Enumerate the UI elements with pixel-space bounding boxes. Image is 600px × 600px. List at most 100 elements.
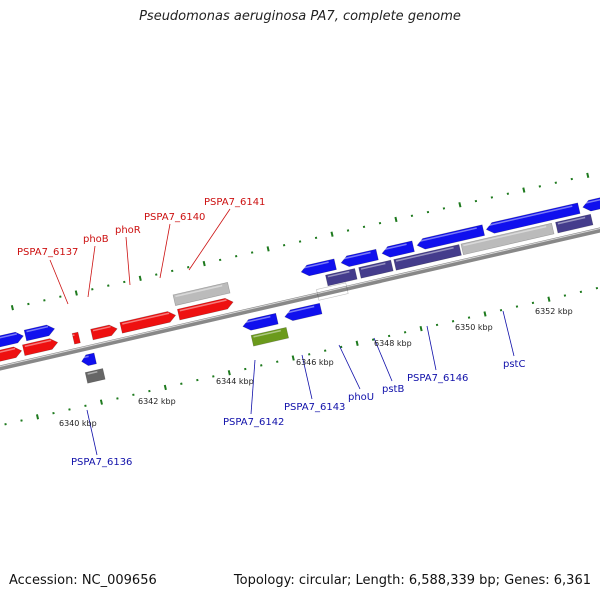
upper-tick [458, 202, 462, 208]
gene-purple-right-shine [557, 216, 586, 225]
gene-blue-pstB [381, 240, 415, 258]
lower-tick [547, 296, 551, 302]
scale-label: 6350 kbp [455, 323, 493, 332]
leader-line [373, 337, 393, 382]
upper-tick [10, 305, 14, 311]
leader-line [338, 344, 361, 390]
gene-label: pstB [382, 384, 404, 395]
leader-line [188, 208, 231, 271]
gene-label: PSPA7_6146 [407, 373, 468, 384]
gene-blue-left-b [23, 324, 56, 342]
gene-darkgray-6136-shine [87, 371, 98, 375]
gene-blue-phoU-shine [342, 251, 371, 260]
gene-label: PSPA7_6136 [71, 457, 132, 468]
gene-blue-right [582, 197, 600, 212]
lower-tick [355, 340, 359, 346]
gene-red-6140-shine [179, 299, 227, 312]
gene-blue-phoU [340, 248, 379, 267]
spacer-shine [318, 285, 341, 292]
leader-line [86, 409, 98, 456]
upper-tick [330, 231, 334, 237]
leader-line [250, 359, 256, 415]
gene-red-small [71, 331, 81, 345]
gene-label: PSPA7_6142 [223, 417, 284, 428]
leader-line [502, 310, 515, 357]
gene-red-phoR-shine [122, 312, 170, 325]
gene-blue-6146-shine [418, 227, 477, 243]
gene-red-a-shine [0, 347, 16, 353]
lower-tick [419, 325, 423, 332]
gene-purple-pstB-shine [360, 262, 386, 270]
backbone-line [0, 227, 600, 371]
lower-tick [227, 370, 231, 376]
gene-label: pstC [503, 359, 525, 370]
upper-tick [394, 216, 398, 223]
gene-label: phoR [115, 225, 141, 236]
leader-line [426, 325, 437, 371]
gene-blue-pstC-shine [487, 205, 573, 227]
gene-blue-left-a-shine [0, 333, 17, 339]
gene-blue-6143b [284, 302, 323, 321]
gene-blue-pstC [485, 202, 581, 234]
gene-purple-phoU [325, 268, 358, 287]
upper-tick [522, 187, 526, 193]
gene-purple-pstB [358, 259, 394, 279]
gene-gray-6141-shine [175, 284, 223, 298]
leader-line [87, 245, 96, 298]
backbone [0, 227, 600, 371]
leader-line [301, 354, 313, 400]
gene-label: PSPA7_6137 [17, 247, 78, 258]
scale-label: 6352 kbp [535, 307, 573, 316]
lower-tick [163, 384, 167, 391]
gene-blue-pstB-shine [383, 243, 407, 251]
gene-blue-6143 [300, 258, 337, 277]
leader-line [125, 236, 131, 286]
gene-label: PSPA7_6140 [144, 212, 205, 223]
gene-purple-6146 [393, 244, 462, 271]
gene-blue-left-a [0, 331, 24, 348]
scale-label: 6340 kbp [59, 419, 97, 428]
backbone-highlight [0, 227, 600, 368]
gene-blue-6136-shine [82, 355, 89, 359]
upper-tick [266, 246, 270, 252]
gene-red-b [22, 338, 59, 356]
gene-red-b-shine [24, 339, 52, 348]
gene-label: PSPA7_6143 [284, 402, 345, 413]
gene-green-6142 [250, 326, 289, 347]
gene-blue-6146 [416, 224, 485, 250]
gene-label: PSPA7_6141 [204, 197, 265, 208]
spacer [316, 282, 349, 301]
gene-purple-phoU-shine [327, 271, 350, 278]
gene-purple-6146-shine [395, 247, 454, 262]
genome-summary-text: Topology: circular; Length: 6,588,339 bp… [233, 573, 591, 588]
lower-tick [483, 311, 487, 317]
upper-tick [586, 172, 590, 179]
gene-label: phoU [348, 392, 374, 403]
leader-line [159, 223, 171, 279]
gene-blue-6143-shine [302, 261, 329, 269]
upper-tick [202, 260, 206, 267]
gene-gray-pstC-shine [463, 225, 547, 247]
label-leaders [49, 208, 515, 456]
gene-gray-6141 [172, 281, 231, 306]
gene-blue-right-shine [583, 198, 600, 205]
gene-blue-6143b-shine [285, 305, 315, 314]
lower-tick [291, 355, 295, 361]
accession-text: Accession: NC_009656 [9, 573, 157, 588]
gene-blue-6142 [242, 312, 279, 331]
gene-red-phoR [119, 311, 177, 334]
gene-red-6140 [176, 297, 234, 321]
gene-features[interactable] [0, 193, 600, 384]
upper-tick [138, 275, 142, 281]
gene-blue-6142-shine [243, 315, 271, 324]
scale-label: 6344 kbp [216, 377, 254, 386]
lower-tick [99, 399, 103, 405]
scale-label: 6346 kbp [296, 358, 334, 367]
lower-tick [35, 414, 40, 420]
gene-red-a [0, 346, 23, 362]
gene-purple-right [555, 213, 594, 234]
leader-line [49, 259, 69, 305]
gene-blue-left-b-shine [26, 325, 49, 333]
gene-labels: 6340 kbp 6342 kbp 6344 kbp 6346 kbp 6348 kbp… [17, 197, 573, 468]
